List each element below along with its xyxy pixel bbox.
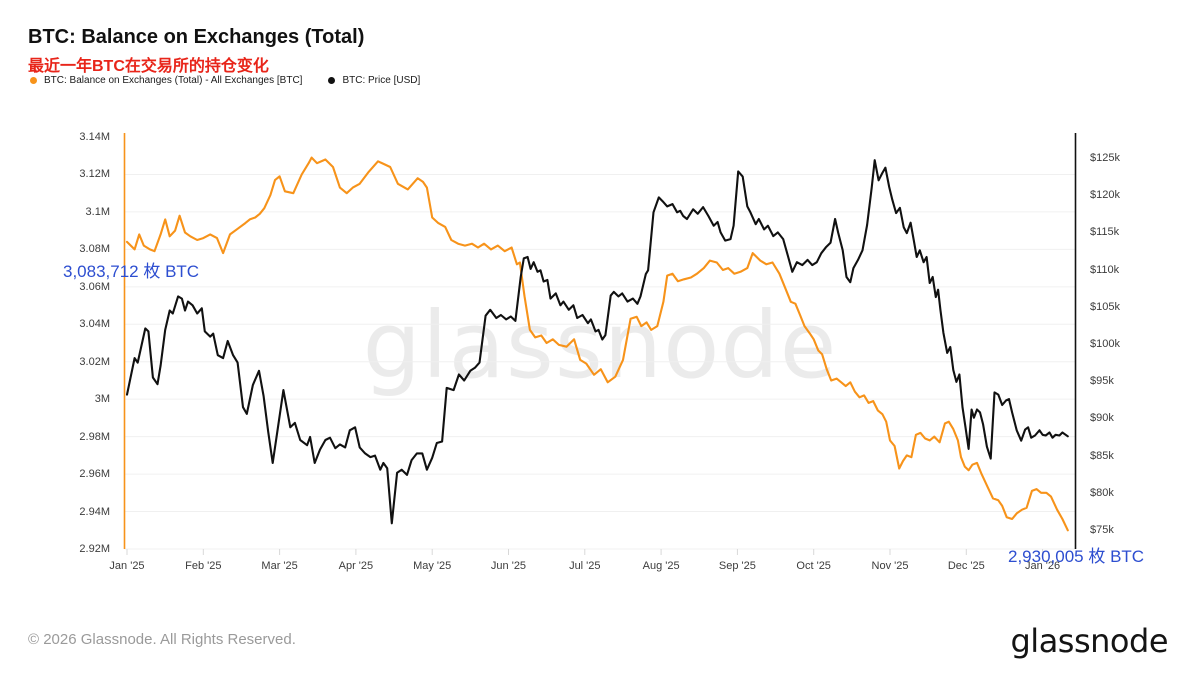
- right-axis-tick-label: $95k: [1090, 375, 1114, 388]
- left-axis-tick-label: 3.06M: [79, 280, 110, 293]
- legend-item-balance: BTC: Balance on Exchanges (Total) - All …: [30, 75, 302, 86]
- x-axis-tick-label: Jan '25: [109, 560, 145, 572]
- right-axis-tick-label: $100k: [1090, 338, 1120, 350]
- left-axis-tick-label: 2.94M: [79, 505, 110, 518]
- right-axis-tick-label: $115k: [1090, 226, 1120, 239]
- x-axis-tick-label: May '25: [413, 560, 452, 572]
- left-axis-tick-label: 3.14M: [79, 131, 110, 143]
- chart-legend: BTC: Balance on Exchanges (Total) - All …: [30, 75, 420, 86]
- balance-series-line: [125, 156, 1069, 532]
- x-axis-tick-label: Oct '25: [796, 560, 831, 572]
- left-axis-tick-label: 3.08M: [79, 243, 110, 256]
- chart-subtitle-chinese: 最近一年BTC在交易所的持仓变化: [28, 58, 269, 75]
- balance-series-dot-icon: [30, 77, 37, 84]
- left-axis-tick-label: 3.04M: [79, 318, 110, 331]
- glassnode-watermark: glassnode: [362, 292, 838, 399]
- right-axis-tick-label: $120k: [1090, 189, 1120, 202]
- glassnode-logo: glassnode: [1010, 622, 1168, 660]
- left-axis-tick-label: 2.92M: [79, 543, 110, 555]
- left-axis-tick-label: 2.96M: [79, 468, 110, 481]
- right-axis-tick-label: $75k: [1090, 524, 1114, 536]
- left-axis-tick-label: 3.1M: [85, 205, 110, 218]
- x-axis-tick-label: Dec '25: [947, 560, 985, 572]
- legend-label-price: BTC: Price [USD]: [342, 75, 421, 86]
- x-axis-tick-label: Mar '25: [261, 560, 298, 572]
- x-axis-tick-label: Jan '26: [1025, 560, 1061, 572]
- x-axis-tick-label: Aug '25: [642, 560, 680, 572]
- right-axis-tick-label: $90k: [1090, 412, 1114, 425]
- x-axis-tick-label: Apr '25: [338, 560, 374, 572]
- left-axis-tick-label: 3.02M: [79, 355, 110, 368]
- right-axis-tick-label: $110k: [1090, 263, 1120, 276]
- right-axis-tick-label: $105k: [1090, 300, 1120, 313]
- copyright-text: © 2026 Glassnode. All Rights Reserved.: [28, 631, 296, 648]
- right-axis-tick-label: $80k: [1090, 486, 1114, 499]
- left-axis-tick-label: 3M: [94, 393, 110, 406]
- end-balance-annotation: 2,930,005 枚 BTC: [1008, 547, 1145, 566]
- start-balance-annotation: 3,083,712 枚 BTC: [63, 262, 200, 281]
- x-axis-tick-label: Sep '25: [718, 560, 756, 572]
- price-series-dot-icon: [328, 77, 336, 84]
- left-axis-tick-label: 3.12M: [79, 168, 110, 181]
- right-axis-tick-label: $85k: [1090, 449, 1114, 462]
- price-series-line: [125, 159, 1069, 525]
- x-axis-tick-label: Jun '25: [490, 560, 527, 572]
- left-axis-tick-label: 2.98M: [79, 430, 110, 443]
- x-axis-tick-label: Jul '25: [569, 560, 601, 572]
- x-axis-tick-label: Nov '25: [871, 560, 909, 572]
- right-axis-tick-label: $125k: [1090, 152, 1120, 164]
- legend-label-balance: BTC: Balance on Exchanges (Total) - All …: [44, 75, 303, 86]
- legend-item-price: BTC: Price [USD]: [328, 75, 420, 86]
- page-title: BTC: Balance on Exchanges (Total): [28, 26, 365, 48]
- x-axis-tick-label: Feb '25: [185, 560, 222, 572]
